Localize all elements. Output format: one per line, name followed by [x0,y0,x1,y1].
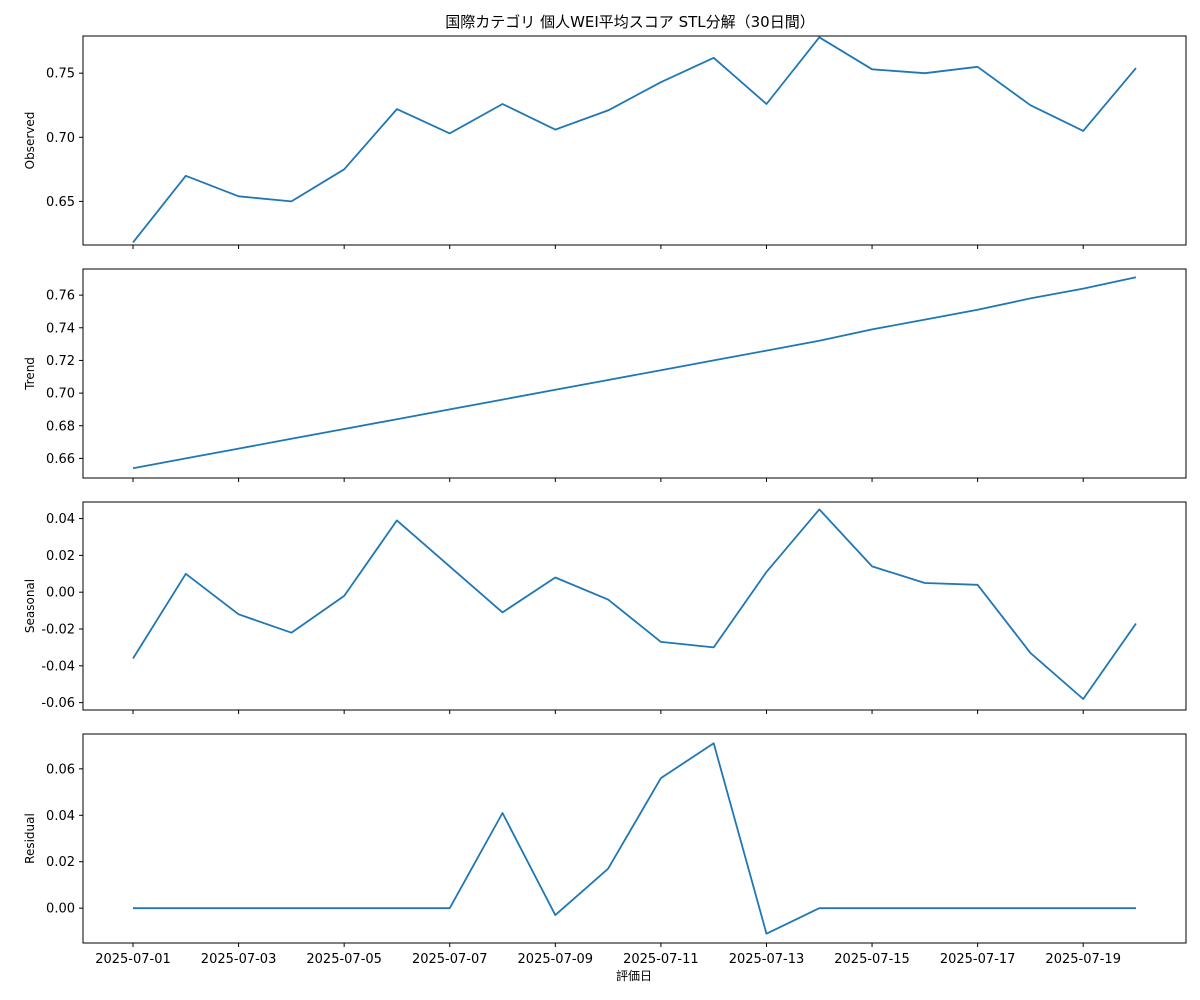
x-axis-label: 評価日 [616,968,652,983]
trend-y-tick-label: 0.70 [46,387,75,402]
residual-y-tick-label: 0.04 [46,809,75,824]
residual-axes-frame [82,733,1187,944]
observed-axes-frame [82,35,1187,246]
residual-y-axis-label: Residual [23,813,37,864]
seasonal-y-axis-label: Seasonal [23,579,37,633]
x-tick-label: 2025-07-07 [412,952,488,967]
x-tick-label: 2025-07-13 [729,952,805,967]
seasonal-series-line [132,508,1137,700]
seasonal-y-tick-label: 0.04 [46,512,75,527]
residual-y-tick-label: 0.00 [46,902,75,917]
seasonal-y-tick-label: -0.06 [41,696,75,711]
trend-y-tick-label: 0.68 [46,419,75,434]
residual-series-line [133,742,1136,935]
trend-y-tick-label: 0.66 [46,452,75,467]
x-tick-label: 2025-07-01 [95,952,171,967]
x-tick-label: 2025-07-05 [306,952,382,967]
seasonal-y-tick-label: 0.00 [46,586,75,601]
x-tick-label: 2025-07-11 [623,952,699,967]
observed-series-line [132,36,1137,243]
residual-y-tick-label: 0.02 [46,855,75,870]
x-tick-label: 2025-07-15 [834,952,910,967]
trend-y-tick-label: 0.72 [46,354,75,369]
residual-y-tick-label: 0.06 [46,762,75,777]
chart-title: 国際カテゴリ 個人WEI平均スコア STL分解（30日間） [445,13,814,31]
observed-y-tick-label: 0.75 [46,67,75,82]
observed-y-tick-label: 0.70 [46,131,75,146]
seasonal-y-tick-label: -0.02 [41,623,75,638]
trend-y-tick-label: 0.74 [46,321,75,336]
trend-y-tick-label: 0.76 [46,289,75,304]
trend-series-line [132,276,1137,470]
seasonal-y-tick-label: 0.02 [46,549,75,564]
x-tick-label: 2025-07-03 [201,952,277,967]
x-tick-label: 2025-07-17 [940,952,1016,967]
x-tick-label: 2025-07-19 [1045,952,1121,967]
x-tick-label: 2025-07-09 [518,952,594,967]
trend-axes-frame [82,268,1187,479]
seasonal-axes-frame [82,501,1187,711]
observed-y-tick-label: 0.65 [46,195,75,210]
trend-y-axis-label: Trend [23,357,37,391]
seasonal-y-tick-label: -0.04 [41,659,75,674]
observed-y-axis-label: Observed [23,112,37,170]
